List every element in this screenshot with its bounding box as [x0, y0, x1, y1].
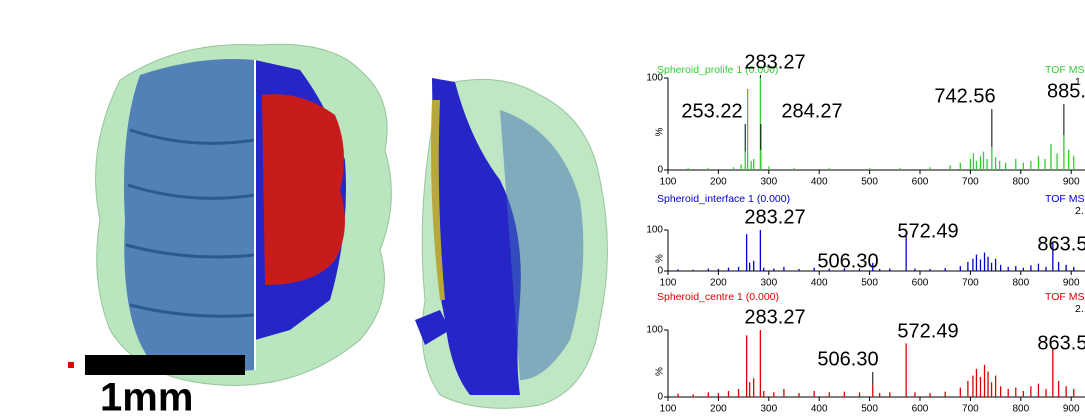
x-tick-label: 700	[962, 404, 979, 415]
chart-title: Spheroid_centre 1 (0.000)	[657, 291, 779, 303]
peak-label: 283.27	[744, 306, 805, 328]
x-tick-label: 600	[912, 177, 929, 188]
page: {"chart_data": [ {"type": "stem", "title…	[0, 0, 1085, 416]
x-tick-label: 100	[660, 404, 677, 415]
x-tick-label: 200	[710, 177, 727, 188]
x-tick-label: 800	[1012, 278, 1029, 289]
x-tick-label: 300	[760, 177, 777, 188]
x-tick-label: 400	[811, 177, 828, 188]
peak-label: 506.30	[817, 348, 878, 370]
peak-label: 283.27	[744, 51, 805, 73]
peak-label: 863.58	[1037, 332, 1085, 354]
peak-label: 885.5	[1047, 80, 1085, 102]
y-tick-label: 0	[657, 392, 663, 403]
x-tick-label: 800	[1012, 177, 1029, 188]
chart-title: Spheroid_interface 1 (0.000)	[657, 193, 790, 205]
y-tick-label: 100	[646, 73, 663, 84]
x-tick-label: 400	[811, 404, 828, 415]
scale-bar-label: 1mm	[100, 376, 193, 416]
core	[262, 94, 345, 285]
scale-bar	[85, 355, 245, 375]
x-tick-label: 600	[912, 404, 929, 415]
x-tick-label: 500	[861, 404, 878, 415]
corner-label: TOF MS	[1045, 64, 1084, 76]
peak-label: 742.56	[934, 85, 995, 107]
peak-label: 506.30	[817, 250, 878, 272]
y-tick-label: 100	[646, 325, 663, 336]
x-tick-label: 400	[811, 278, 828, 289]
peak-label: 283.27	[744, 206, 805, 228]
x-tick-label: 600	[912, 278, 929, 289]
y-tick-label: 0	[657, 266, 663, 277]
x-tick-label: 900	[1063, 278, 1080, 289]
marker	[68, 362, 74, 368]
y-tick-label: 0	[657, 165, 663, 176]
y-axis-label: %	[655, 367, 666, 376]
x-tick-label: 900	[1063, 177, 1080, 188]
corner-label: TOF MS	[1045, 193, 1084, 205]
peak-label: 284.27	[781, 100, 842, 122]
x-tick-label: 300	[760, 278, 777, 289]
x-tick-label: 500	[861, 278, 878, 289]
x-tick-label: 300	[760, 404, 777, 415]
x-tick-label: 700	[962, 278, 979, 289]
x-tick-label: 700	[962, 177, 979, 188]
x-tick-label: 100	[660, 177, 677, 188]
x-tick-label: 500	[861, 177, 878, 188]
y-axis-label: %	[655, 254, 666, 263]
x-tick-label: 900	[1063, 404, 1080, 415]
corner-label: TOF MS	[1045, 291, 1084, 303]
peak-label: 572.49	[897, 220, 958, 242]
x-tick-label: 200	[710, 404, 727, 415]
x-tick-label: 200	[710, 278, 727, 289]
peak-label: 863.58	[1037, 233, 1085, 255]
spheroid-render-right	[415, 78, 608, 408]
interface-layer	[124, 59, 255, 371]
x-tick-label: 800	[1012, 404, 1029, 415]
spheroid-render-left	[96, 44, 392, 385]
peak-label: 572.49	[897, 320, 958, 342]
corner-sub: 2.	[1075, 303, 1084, 315]
figure: 1mm Spheroid_prolife 1 (0.000)TOF MS1%01…	[0, 0, 1085, 416]
peak-label: 253.22	[681, 100, 742, 122]
y-axis-label: %	[655, 127, 666, 136]
x-tick-label: 100	[660, 278, 677, 289]
y-tick-label: 100	[646, 225, 663, 236]
corner-sub: 2.	[1075, 205, 1084, 217]
